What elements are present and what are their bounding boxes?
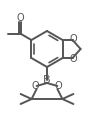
Text: O: O — [70, 54, 77, 64]
Text: B: B — [43, 75, 51, 85]
Text: O: O — [16, 13, 24, 23]
Text: O: O — [70, 34, 77, 44]
Text: O: O — [55, 81, 62, 91]
Text: O: O — [32, 81, 39, 91]
